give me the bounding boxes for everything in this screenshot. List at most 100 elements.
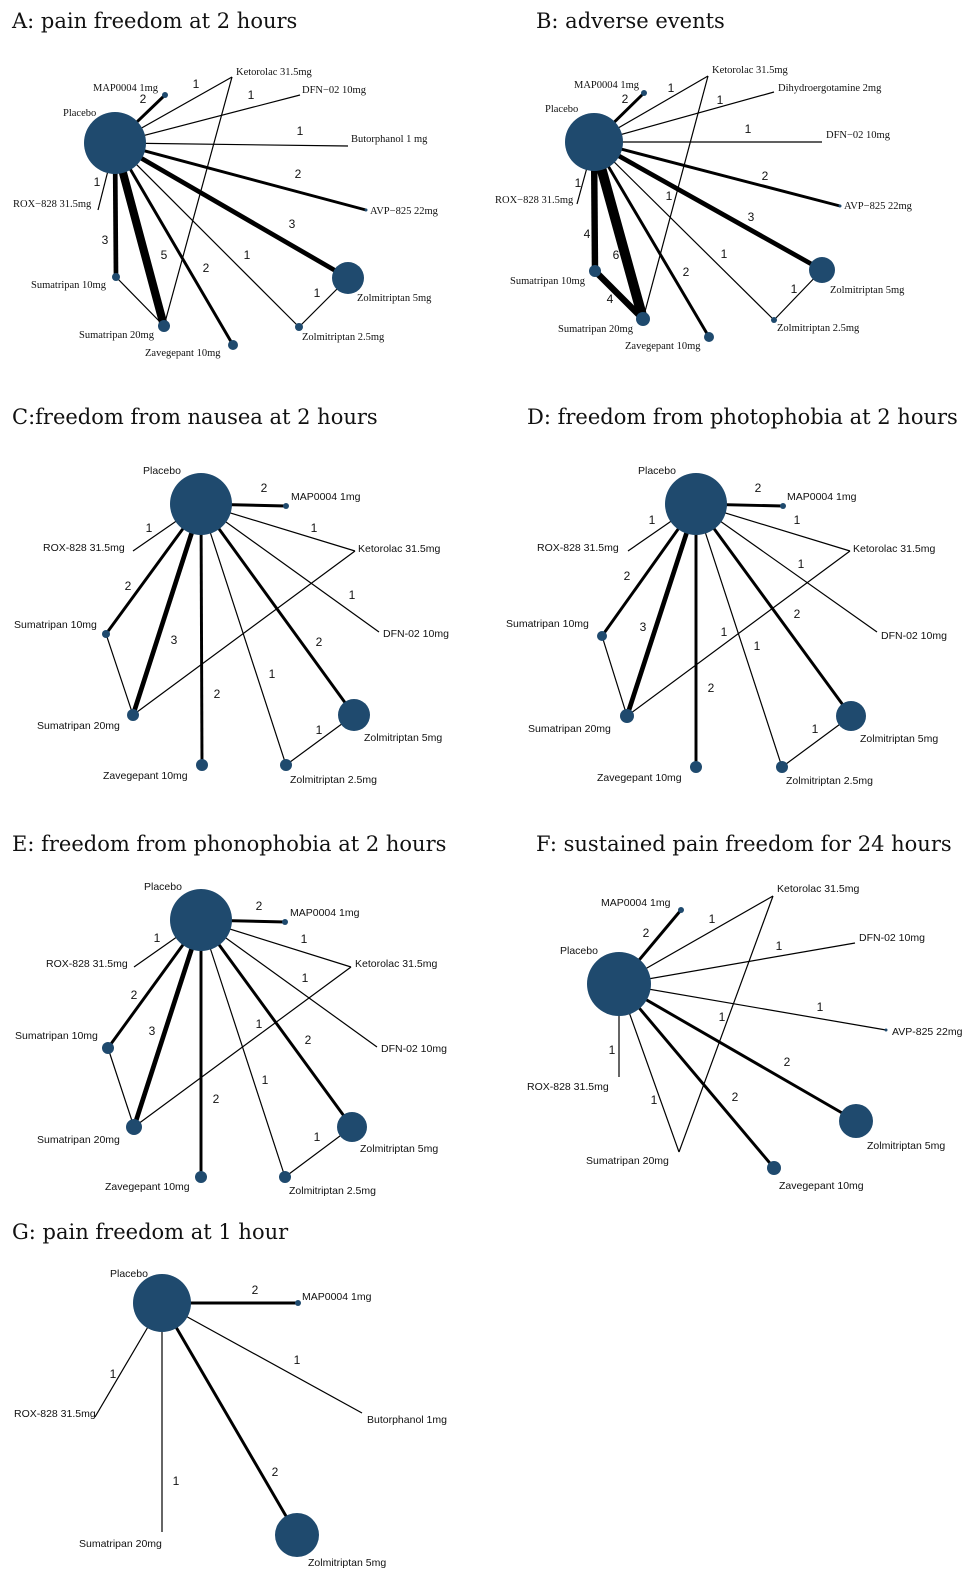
edge-count-label: 2 <box>762 169 769 183</box>
node-label-ketorolac-31-5mg: Ketorolac 31.5mg <box>853 543 935 555</box>
edge-count-label: 1 <box>297 124 304 138</box>
labels: 2 1 1 2 1 2 3 2 1 1 Placebo MAP0004 1mg Ketorolac 31… <box>14 465 449 786</box>
nodes <box>133 1274 319 1557</box>
node-label-ketorolac-31-5mg: Ketorolac 31.5mg <box>777 883 859 895</box>
nodes <box>565 90 842 342</box>
node-placebo <box>170 889 232 951</box>
edge-placebo-to-sumatripan-20mg <box>624 503 699 717</box>
node-zolmitriptan-5mg <box>332 262 364 294</box>
node-label-sumatripan-10mg: Sumatripan 10mg <box>15 1030 98 1042</box>
node-label-ketorolac-31-5mg: Ketorolac 31.5mg <box>358 543 440 555</box>
node-placebo <box>587 952 651 1016</box>
node-zolmitriptan-5mg <box>836 701 866 731</box>
node-label-rox-828-31-5mg: ROX−828 31.5mg <box>13 199 92 210</box>
node-label-dihydroergotamine-2mg: Dihydroergotamine 2mg <box>778 83 882 94</box>
node-label-sumatripan-20mg: Sumatripan 20mg <box>586 1155 669 1167</box>
edge-placebo-to-avp-825-22mg <box>618 983 887 1031</box>
node-sumatripan-20mg <box>126 1119 142 1135</box>
node-label-zolmitriptan-5mg: Zolmitriptan 5mg <box>860 733 938 745</box>
node-label-map0004-1mg: MAP0004 1mg <box>302 1291 372 1303</box>
edge-count-label: 4 <box>607 292 614 306</box>
panel-e-title: E: freedom from phonophobia at 2 hours <box>12 832 446 856</box>
edge-placebo-to-zolmitriptan-5mg <box>592 139 824 273</box>
node-label-ketorolac-31-5mg: Ketorolac 31.5mg <box>712 65 789 76</box>
node-label-butorphanol-1-mg: Butorphanol 1 mg <box>351 134 428 145</box>
edge-count-label: 1 <box>817 1000 824 1014</box>
node-avp-825-22mg <box>364 208 368 212</box>
edge-placebo-to-zolmitriptan-2-5mg <box>695 503 783 768</box>
node-label-map0004-1mg: MAP0004 1mg <box>290 907 360 919</box>
edge-placebo-to-zolmitriptan-2-5mg <box>200 503 287 766</box>
edge-count-label: 1 <box>316 723 323 737</box>
node-zolmitriptan-5mg <box>809 257 835 283</box>
edge-sumatripan-10mg-to-sumatripan-20mg <box>115 276 165 327</box>
node-label-rox-828-31-5mg: ROX-828 31.5mg <box>14 1408 96 1420</box>
node-label-sumatripan-20mg: Sumatripan 20mg <box>37 1134 120 1146</box>
edge-count-label: 2 <box>256 899 263 913</box>
edge-count-label: 1 <box>609 1043 616 1057</box>
node-label-map0004-1mg: MAP0004 1mg <box>574 80 640 91</box>
node-map0004-1mg <box>678 907 684 913</box>
edge-count-label: 2 <box>252 1283 259 1297</box>
edge-count-label: 2 <box>261 481 268 495</box>
node-label-zolmitriptan-5mg: Zolmitriptan 5mg <box>364 732 442 744</box>
panel-f-title: F: sustained pain freedom for 24 hours <box>536 832 952 856</box>
edge-count-label: 1 <box>173 1474 180 1488</box>
node-zolmitriptan-5mg <box>839 1104 873 1138</box>
node-zolmitriptan-5mg <box>338 699 370 731</box>
edge-count-label: 1 <box>791 282 798 296</box>
node-label-sumatripan-20mg: Sumatripan 20mg <box>79 1538 162 1550</box>
node-label-placebo: Placebo <box>144 881 182 893</box>
edge-count-label: 4 <box>584 227 591 241</box>
node-placebo <box>133 1274 191 1332</box>
panel-g-title: G: pain freedom at 1 hour <box>12 1220 289 1244</box>
edge-count-label: 1 <box>146 521 153 535</box>
edge-count-label: 1 <box>798 557 805 571</box>
node-map0004-1mg <box>780 503 786 509</box>
panel-d: D: freedom from photophobia at 2 hours 2 1… <box>506 405 958 787</box>
edge-count-label: 1 <box>754 639 761 653</box>
edge-count-label: 2 <box>755 481 762 495</box>
edge-count-label: 1 <box>717 93 724 107</box>
node-map0004-1mg <box>282 919 288 925</box>
edge-ketorolac-31-5mg-to-sumatripan-20mg <box>132 550 356 716</box>
node-label-zolmitriptan-2-5mg: Zolmitriptan 2.5mg <box>289 1185 376 1197</box>
node-zavegepant-10mg <box>196 759 208 771</box>
node-sumatripan-10mg <box>597 631 607 641</box>
edge-count-label: 2 <box>643 926 650 940</box>
node-zavegepant-10mg <box>690 761 702 773</box>
edge-count-label: 3 <box>640 620 647 634</box>
node-label-rox-828-31-5mg: ROX-828 31.5mg <box>527 1081 609 1093</box>
edge-count-label: 6 <box>613 248 620 262</box>
node-avp-825-22mg <box>838 204 842 208</box>
edge-count-label: 3 <box>171 633 178 647</box>
node-label-zavegepant-10mg: Zavegepant 10mg <box>779 1180 864 1192</box>
edge-count-label: 1 <box>193 77 200 91</box>
node-zavegepant-10mg <box>704 332 714 342</box>
edge-count-label: 1 <box>269 667 276 681</box>
edges <box>600 502 878 768</box>
edge-count-label: 2 <box>214 687 221 701</box>
edge-count-label: 2 <box>125 579 132 593</box>
node-label-dfn-02-10mg: DFN-02 10mg <box>383 628 449 640</box>
node-zolmitriptan-5mg <box>275 1513 319 1557</box>
edge-placebo-to-zavegepant-10mg <box>199 503 204 766</box>
edge-placebo-to-zavegepant-10mg <box>592 141 711 338</box>
node-map0004-1mg <box>162 92 168 98</box>
edge-count-label: 1 <box>294 1353 301 1367</box>
node-sumatripan-20mg <box>636 312 650 326</box>
node-label-avp-825-22mg: AVP−825 22mg <box>370 206 439 217</box>
node-label-map0004-1mg: MAP0004 1mg <box>93 83 159 94</box>
edge-count-label: 2 <box>732 1090 739 1104</box>
edge-placebo-to-dfn-02-10mg <box>618 942 856 985</box>
edge-count-label: 2 <box>708 681 715 695</box>
node-sumatripan-10mg <box>102 1042 114 1054</box>
edge-placebo-to-avp-825-22mg <box>114 141 367 212</box>
edge-count-label: 2 <box>131 988 138 1002</box>
edge-ketorolac-31-5mg-to-sumatripan-20mg <box>133 966 352 1128</box>
labels: 2 1 1 2 1 2 3 2 1 1 1 Placebo MAP0004 1mg Ketorolac 3… <box>15 881 447 1197</box>
node-label-sumatripan-10mg: Sumatripan 10mg <box>31 280 107 291</box>
edge-count-label: 1 <box>719 1010 726 1024</box>
panel-c-title: C:freedom from nausea at 2 hours <box>12 405 378 429</box>
node-label-avp-825-22mg: AVP-825 22mg <box>892 1026 963 1038</box>
